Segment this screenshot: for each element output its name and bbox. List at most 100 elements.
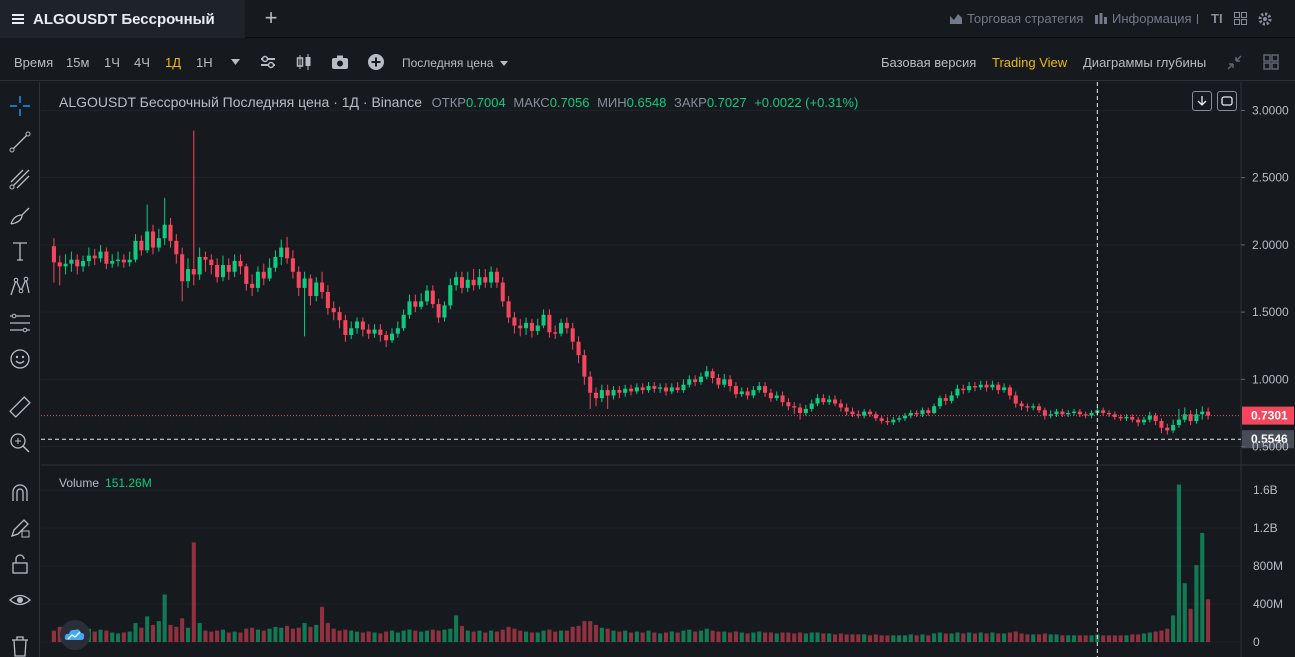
volume-bar [908, 634, 913, 642]
indicators-settings-icon[interactable] [259, 53, 277, 71]
trading-view-tab[interactable]: Trading View [992, 55, 1068, 70]
volume-bar [675, 632, 680, 642]
volume-bar [716, 631, 721, 642]
volume-bar [302, 623, 307, 642]
lock-drawing-pencil-icon[interactable] [8, 516, 32, 540]
candle-body [751, 390, 756, 396]
candle-body [838, 403, 843, 408]
layout-icon[interactable] [1263, 54, 1279, 70]
volume-bar [1066, 635, 1071, 642]
candle-body [1031, 406, 1036, 408]
volume-legend: Volume 151.26M [59, 476, 152, 490]
magnet-icon[interactable] [8, 481, 32, 505]
volume-bar [494, 631, 499, 642]
candle-body [1013, 395, 1018, 404]
price-type-select[interactable]: Последняя цена [402, 56, 508, 70]
candle-body [1077, 411, 1082, 415]
information-link[interactable]: Информация [1094, 11, 1192, 26]
volume-bar [535, 632, 540, 642]
tradingview-logo-icon[interactable]: TI [1211, 11, 1223, 26]
volume-bar [768, 632, 773, 642]
volume-bar [803, 633, 808, 642]
candle-body [69, 259, 74, 264]
price-chart[interactable]: 0.7301 0.5546 3.0000 2.5000 2.0000 1.5000 1.0… [41, 82, 1295, 657]
candle-body [588, 376, 593, 393]
trading-strategy-link[interactable]: Торговая стратегия [949, 11, 1083, 26]
volume-bar [704, 628, 709, 642]
eye-icon[interactable] [8, 588, 32, 612]
volume-bar [354, 631, 360, 642]
camera-icon[interactable] [331, 53, 349, 71]
pattern-tool-icon[interactable] [8, 275, 32, 299]
interval-dropdown-icon[interactable] [231, 59, 240, 65]
trend-line-icon[interactable] [8, 130, 32, 154]
candle-body [395, 328, 400, 334]
volume-bar [733, 631, 738, 642]
candle-body [1165, 427, 1170, 431]
candle-body [617, 390, 622, 393]
text-tool-icon[interactable] [8, 239, 32, 263]
settings-gear-icon[interactable] [1258, 12, 1272, 26]
candle-body [716, 377, 721, 385]
add-indicator-icon[interactable] [367, 53, 385, 71]
brush-icon[interactable] [8, 203, 32, 227]
emoji-icon[interactable] [8, 347, 32, 371]
chart-area[interactable]: 0.7301 0.5546 3.0000 2.5000 2.0000 1.5000 1.0… [41, 82, 1295, 657]
volume-bar [751, 632, 756, 642]
candle-body [524, 322, 529, 329]
volume-bar [524, 631, 529, 642]
volume-bar [961, 633, 966, 642]
layout-grid-icon[interactable] [1234, 12, 1247, 25]
candle-body [331, 308, 336, 313]
interval-1w[interactable]: 1Н [196, 55, 213, 70]
volume-bar [1165, 628, 1170, 642]
volume-bar [862, 634, 867, 642]
fullscreen-button[interactable] [1217, 91, 1237, 111]
symbol-tab[interactable]: ALGOUSDT Бессрочный [0, 0, 245, 38]
basic-version-tab[interactable]: Базовая версия [881, 55, 977, 70]
chart-toolbar: Время 15м 1Ч 4Ч 1Д 1Н Последняя цена Баз… [0, 45, 1295, 81]
candle-body [798, 407, 803, 413]
volume-bar [541, 630, 546, 642]
unlock-icon[interactable] [8, 552, 32, 576]
candle-style-icon[interactable] [295, 53, 313, 71]
candle-body [943, 398, 948, 401]
volume-bar [506, 626, 511, 642]
candle-body [1130, 416, 1135, 420]
interval-4h[interactable]: 4Ч [134, 55, 150, 70]
collapse-arrows-icon[interactable] [1226, 54, 1243, 71]
tradingview-badge[interactable] [60, 620, 90, 650]
volume-bar [774, 633, 779, 642]
menu-icon[interactable] [12, 12, 24, 26]
interval-1d[interactable]: 1Д [165, 55, 182, 70]
scroll-to-latest-button[interactable] [1192, 91, 1212, 111]
candlestick-series [51, 130, 1211, 435]
volume-bar [279, 627, 284, 642]
zoom-in-icon[interactable] [8, 431, 32, 455]
time-label[interactable]: Время [14, 55, 54, 70]
pitchfork-icon[interactable] [8, 167, 32, 191]
volume-bar [337, 630, 342, 642]
crosshair-price-badge [1242, 430, 1294, 449]
volume-bar [121, 632, 126, 642]
volume-bar [419, 631, 424, 642]
volume-bar [669, 631, 674, 642]
interval-1h[interactable]: 1Ч [104, 55, 120, 70]
volume-bar [990, 632, 995, 642]
candle-body [279, 247, 284, 257]
depth-chart-tab[interactable]: Диаграммы глубины [1083, 55, 1207, 70]
fib-tool-icon[interactable] [8, 311, 32, 335]
candle-body [320, 282, 325, 292]
volume-bar [477, 630, 482, 642]
candle-body [652, 386, 657, 389]
crosshair-icon[interactable] [8, 94, 32, 118]
volume-bar [215, 630, 220, 642]
interval-15m[interactable]: 15м [66, 55, 90, 70]
ruler-icon[interactable] [8, 395, 32, 419]
volume-bar [879, 635, 884, 642]
volume-value: 151.26M [105, 476, 152, 490]
add-tab-button[interactable]: + [264, 5, 278, 30]
price-tick-label: 0.5000 [1252, 440, 1289, 454]
last-price-badge [1242, 406, 1294, 425]
trash-icon[interactable] [8, 634, 32, 657]
